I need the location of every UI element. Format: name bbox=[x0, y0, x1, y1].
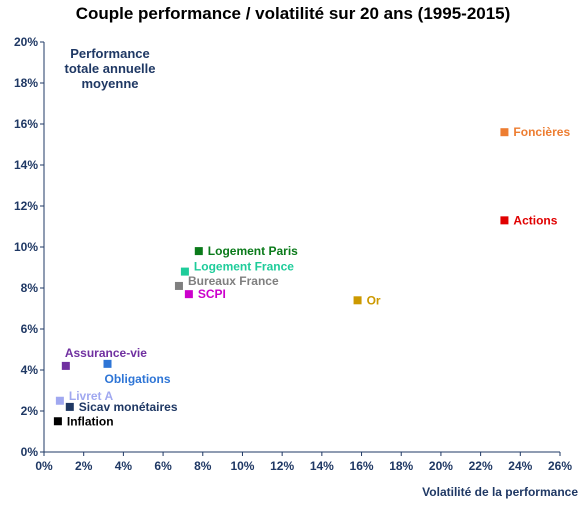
x-tick-label: 26% bbox=[548, 459, 572, 473]
data-point bbox=[500, 216, 509, 225]
y-tick-label: 8% bbox=[21, 281, 39, 295]
x-tick-label: 20% bbox=[429, 459, 453, 473]
data-points: Foncières Actions Logement Paris Logement F… bbox=[53, 125, 570, 428]
data-point-label: Sicav monétaires bbox=[79, 400, 178, 414]
x-tick-label: 0% bbox=[35, 459, 53, 473]
x-axis-label: Volatilité de la performance bbox=[422, 485, 578, 499]
data-point-label: Livret A bbox=[69, 389, 114, 403]
x-tick-label: 2% bbox=[75, 459, 93, 473]
axes: 0% 2% 4% 6% 8% 10% 12% 14% 16% 18% 20% 0% 2% 4% 6% 8% 10… bbox=[14, 35, 572, 473]
data-point bbox=[61, 361, 70, 370]
data-point bbox=[500, 128, 509, 137]
x-tick-label: 16% bbox=[350, 459, 374, 473]
y-tick-label: 4% bbox=[21, 363, 39, 377]
x-tick-label: 10% bbox=[230, 459, 254, 473]
data-point bbox=[353, 296, 362, 305]
data-point bbox=[65, 402, 74, 411]
data-point bbox=[184, 290, 193, 299]
data-point-label: Foncières bbox=[513, 125, 570, 139]
x-tick-label: 18% bbox=[389, 459, 413, 473]
data-point-label: Or bbox=[367, 293, 381, 307]
data-point bbox=[55, 396, 64, 405]
data-point-label: Logement Paris bbox=[208, 244, 298, 258]
x-tick-label: 4% bbox=[115, 459, 133, 473]
x-tick-label: 6% bbox=[154, 459, 172, 473]
data-point bbox=[103, 359, 112, 368]
x-tick-label: 22% bbox=[469, 459, 493, 473]
y-tick-label: 20% bbox=[14, 35, 38, 49]
data-point-label: Obligations bbox=[105, 372, 171, 386]
x-tick-label: 12% bbox=[270, 459, 294, 473]
data-point bbox=[194, 247, 203, 256]
chart-title: Couple performance / volatilité sur 20 a… bbox=[75, 4, 511, 23]
y-axis-label-line: totale annuelle bbox=[64, 61, 155, 76]
data-point-label: SCPI bbox=[198, 287, 226, 301]
data-point-label: Actions bbox=[513, 213, 557, 227]
y-tick-label: 0% bbox=[21, 445, 39, 459]
data-point bbox=[180, 267, 189, 276]
data-point-label: Inflation bbox=[67, 414, 114, 428]
y-tick-label: 2% bbox=[21, 404, 39, 418]
x-tick-label: 8% bbox=[194, 459, 212, 473]
data-point-label: Logement France bbox=[194, 260, 294, 274]
y-axis-label-line: Performance bbox=[70, 46, 149, 61]
y-tick-label: 10% bbox=[14, 240, 38, 254]
y-tick-label: 14% bbox=[14, 158, 38, 172]
y-axis-label-line: moyenne bbox=[81, 76, 138, 91]
y-tick-label: 12% bbox=[14, 199, 38, 213]
y-tick-label: 16% bbox=[14, 117, 38, 131]
data-point-label: Bureaux France bbox=[188, 274, 279, 288]
y-tick-label: 6% bbox=[21, 322, 39, 336]
x-tick-label: 14% bbox=[310, 459, 334, 473]
data-point bbox=[53, 417, 62, 426]
y-tick-label: 18% bbox=[14, 76, 38, 90]
data-point-label: Assurance-vie bbox=[65, 346, 147, 360]
data-point bbox=[174, 281, 183, 290]
x-tick-label: 24% bbox=[508, 459, 532, 473]
